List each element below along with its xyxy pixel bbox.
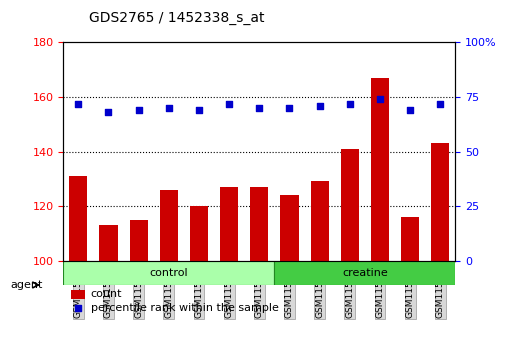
Point — [165, 105, 173, 111]
Text: GDS2765 / 1452338_s_at: GDS2765 / 1452338_s_at — [89, 11, 264, 25]
Bar — [71, 290, 85, 298]
Bar — [370, 78, 388, 261]
Point — [315, 103, 323, 109]
Point — [345, 101, 353, 106]
Bar — [274, 261, 454, 285]
Text: count: count — [90, 289, 122, 299]
Bar — [340, 149, 358, 261]
Bar — [99, 225, 117, 261]
Bar — [69, 176, 87, 261]
Bar — [160, 190, 178, 261]
Bar — [129, 219, 147, 261]
Point — [375, 96, 383, 102]
Text: percentile rank within the sample: percentile rank within the sample — [90, 303, 278, 313]
Bar — [280, 195, 298, 261]
Text: creatine: creatine — [341, 268, 387, 278]
Point — [74, 101, 82, 106]
Point — [285, 105, 293, 111]
Text: control: control — [149, 268, 188, 278]
Bar — [400, 217, 418, 261]
Point — [104, 109, 112, 115]
Bar — [63, 261, 274, 285]
Bar — [310, 182, 328, 261]
Bar — [250, 187, 268, 261]
Bar — [430, 143, 448, 261]
Point — [435, 101, 443, 106]
Point — [255, 105, 263, 111]
Bar — [220, 187, 238, 261]
Point — [406, 107, 414, 113]
Text: agent: agent — [10, 280, 42, 290]
Point — [390, 229, 398, 235]
Bar — [189, 206, 208, 261]
Point — [225, 101, 233, 106]
Point — [194, 107, 203, 113]
Point — [134, 107, 142, 113]
